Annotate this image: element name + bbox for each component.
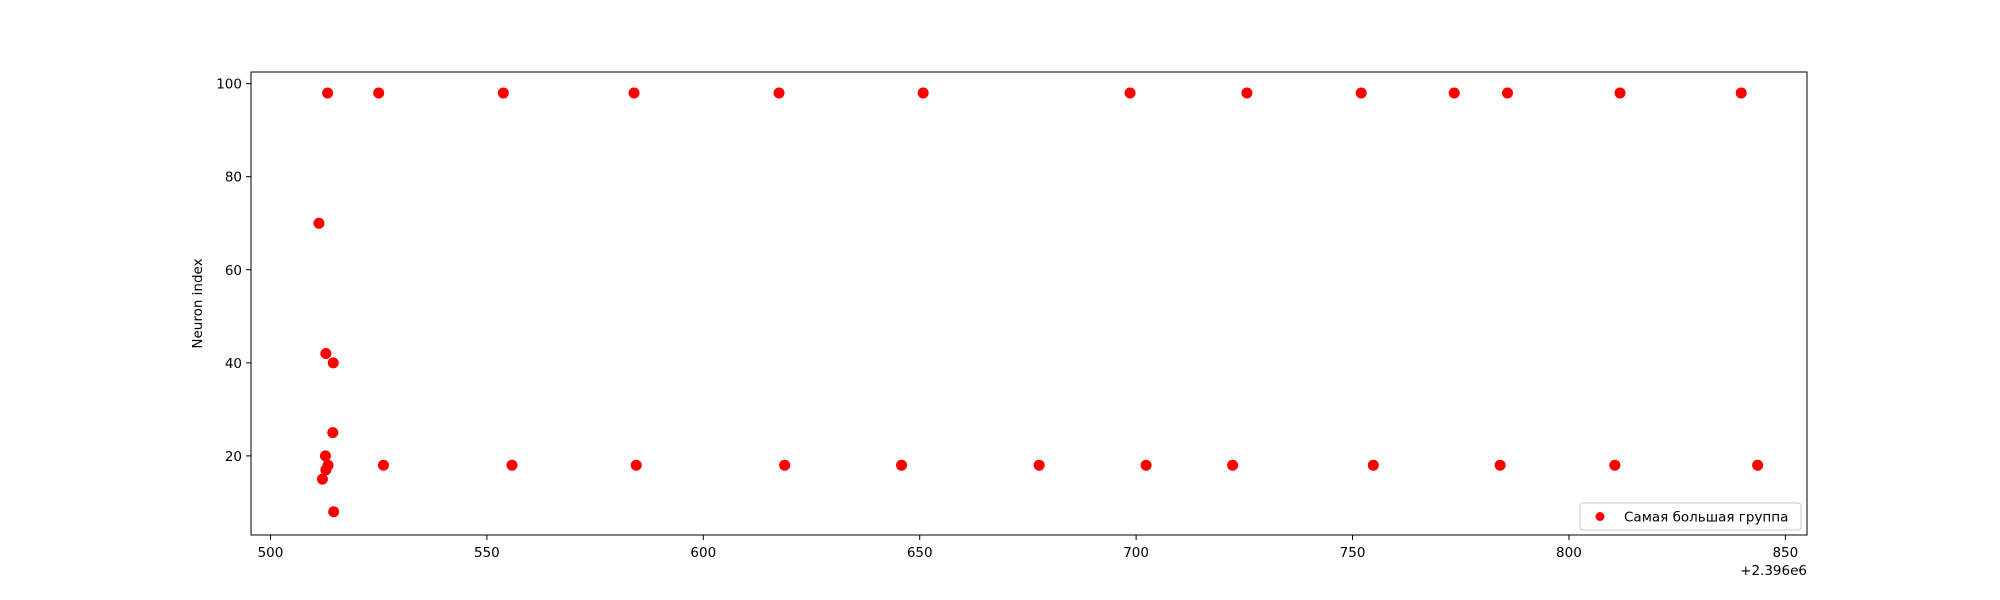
x-tick-label: 850 — [1772, 545, 1798, 561]
y-tick-label: 60 — [225, 263, 242, 279]
plot-area — [250, 71, 1808, 536]
scatter-points — [313, 87, 1764, 518]
x-tick-label: 550 — [474, 545, 500, 561]
data-point — [1501, 87, 1513, 99]
data-point — [1124, 87, 1136, 99]
data-point — [1355, 87, 1367, 99]
axes-frame — [250, 71, 1808, 536]
data-point — [327, 357, 339, 369]
data-point — [1033, 459, 1045, 471]
data-point — [373, 87, 385, 99]
legend-marker — [1595, 512, 1605, 521]
y-tick-label: 20 — [225, 449, 242, 465]
data-point — [328, 506, 340, 518]
data-point — [628, 87, 640, 99]
data-point — [1614, 87, 1626, 99]
data-point — [1241, 87, 1253, 99]
data-point — [322, 87, 334, 99]
x-tick-label: 650 — [907, 545, 933, 561]
data-point — [1140, 459, 1152, 471]
x-axis-offset-label: +2.396e6 — [1740, 563, 1807, 579]
y-axis-label: Neuron index — [190, 258, 206, 348]
legend: Самая большая группа — [1579, 502, 1802, 531]
data-point — [773, 87, 785, 99]
data-point — [1367, 459, 1379, 471]
data-point — [497, 87, 509, 99]
x-axis: 500 550 600 650 700 750 800 850 — [258, 535, 1798, 561]
data-point — [1494, 459, 1506, 471]
x-tick-label: 500 — [258, 545, 284, 561]
legend-box — [1579, 502, 1802, 531]
data-point — [1609, 459, 1621, 471]
data-point — [319, 450, 331, 462]
legend-label: Самая большая группа — [1624, 510, 1788, 526]
x-tick-label: 600 — [690, 545, 716, 561]
data-point — [506, 459, 518, 471]
data-point — [630, 459, 642, 471]
data-point — [1735, 87, 1747, 99]
data-point — [917, 87, 929, 99]
data-point — [1752, 459, 1764, 471]
data-point — [320, 348, 332, 360]
y-tick-label: 40 — [225, 356, 242, 372]
data-point — [1227, 459, 1239, 471]
data-point — [313, 217, 325, 229]
data-point — [377, 459, 389, 471]
data-point — [320, 464, 332, 476]
x-tick-label: 750 — [1340, 545, 1366, 561]
data-point — [896, 459, 908, 471]
data-point — [316, 473, 328, 485]
y-tick-label: 80 — [225, 170, 242, 186]
y-axis: 20 40 60 80 100 — [216, 77, 251, 465]
data-point — [1448, 87, 1460, 99]
x-tick-label: 700 — [1123, 545, 1149, 561]
x-tick-label: 800 — [1556, 545, 1582, 561]
data-point — [779, 459, 791, 471]
data-point — [327, 427, 339, 439]
y-tick-label: 100 — [216, 77, 242, 93]
